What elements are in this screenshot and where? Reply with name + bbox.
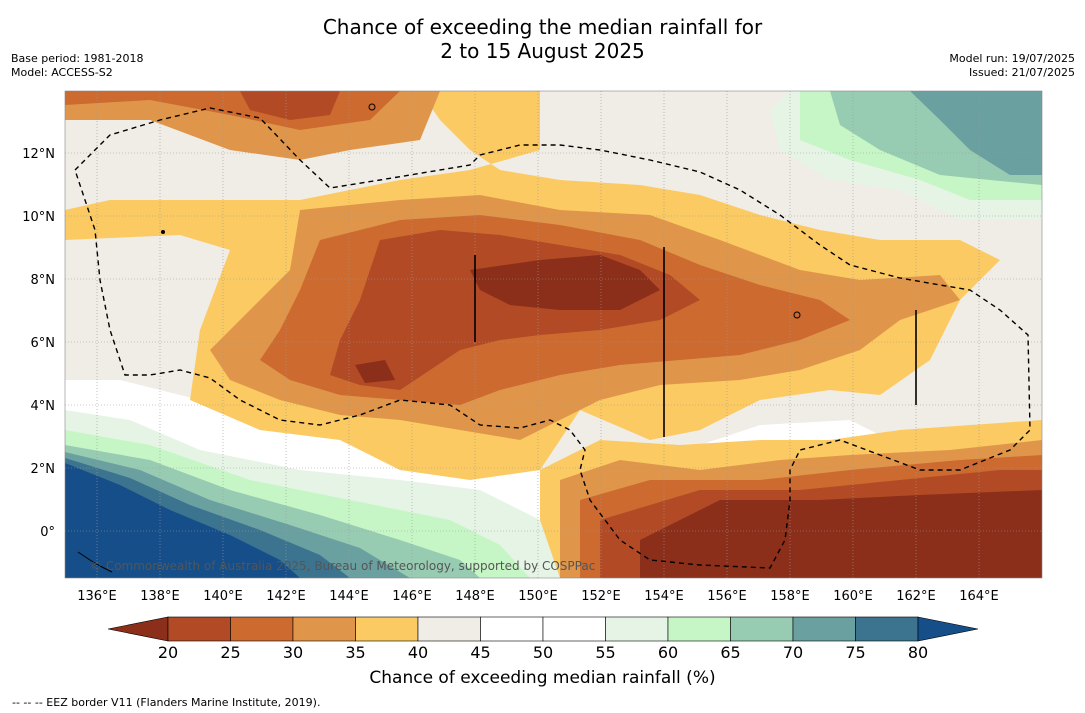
colorbar-tick: 30	[283, 643, 303, 662]
lon-label: 150°E	[518, 589, 558, 604]
lon-label: 142°E	[266, 589, 306, 604]
lon-label: 158°E	[770, 589, 810, 604]
lon-label: 156°E	[707, 589, 747, 604]
colorbar	[107, 616, 979, 642]
eez-footnote: -- -- -- EEZ border V11 (Flanders Marine…	[12, 696, 321, 709]
lat-label: 0°	[40, 525, 55, 540]
colorbar-labels: 20 25 30 35 40 45 50 55 60 65 70 75 80	[158, 643, 928, 662]
colorbar-extend-high	[917, 616, 979, 642]
copyright-text: © Commonwealth of Australia 2025, Bureau…	[90, 559, 595, 573]
colorbar-tick: 60	[658, 643, 678, 662]
lon-label: 148°E	[455, 589, 495, 604]
colorbar-swatch	[355, 616, 419, 642]
lon-label: 152°E	[581, 589, 621, 604]
lat-label: 12°N	[22, 147, 55, 162]
lon-label: 164°E	[959, 589, 999, 604]
colorbar-swatch	[792, 616, 856, 642]
eez-border	[74, 107, 1031, 569]
colorbar-swatch	[417, 616, 481, 642]
longitude-labels: 136°E 138°E 140°E 142°E 144°E 146°E 148°…	[77, 589, 999, 604]
colorbar-swatch	[855, 616, 919, 642]
colorbar-tick: 80	[908, 643, 928, 662]
model-run-label: Model run: 19/07/2025	[949, 52, 1075, 65]
lon-label: 136°E	[77, 589, 117, 604]
lon-label: 160°E	[833, 589, 873, 604]
lat-label: 6°N	[31, 336, 56, 351]
lat-label: 2°N	[31, 462, 56, 477]
lon-label: 154°E	[644, 589, 684, 604]
colorbar-tick: 45	[470, 643, 490, 662]
colorbar-swatch	[230, 616, 294, 642]
colorbar-swatch	[542, 616, 606, 642]
colorbar-swatch	[167, 616, 231, 642]
colorbar-tick: 75	[845, 643, 865, 662]
lon-label: 144°E	[329, 589, 369, 604]
colorbar-tick: 50	[533, 643, 553, 662]
map-field	[65, 91, 1042, 578]
lon-label: 146°E	[392, 589, 432, 604]
map-title-line1: Chance of exceeding the median rainfall …	[322, 15, 763, 39]
colorbar-tick: 35	[345, 643, 365, 662]
lat-label: 10°N	[22, 210, 55, 225]
colorbar-swatch	[667, 616, 731, 642]
colorbar-tick: 25	[220, 643, 240, 662]
colorbar-swatch	[730, 616, 794, 642]
model-label: Model: ACCESS-S2	[11, 66, 113, 79]
colorbar-swatch	[605, 616, 669, 642]
colorbar-tick: 65	[720, 643, 740, 662]
colorbar-title: Chance of exceeding median rainfall (%)	[369, 668, 716, 688]
colorbar-swatch	[292, 616, 356, 642]
latitude-labels: 12°N 10°N 8°N 6°N 4°N 2°N 0°	[22, 147, 55, 540]
lon-label: 162°E	[896, 589, 936, 604]
base-period-label: Base period: 1981-2018	[11, 52, 144, 65]
issued-label: Issued: 21/07/2025	[968, 66, 1075, 79]
graticule	[65, 91, 1042, 578]
colorbar-extend-low	[107, 616, 169, 642]
lon-label: 138°E	[140, 589, 180, 604]
colorbar-tick: 70	[783, 643, 803, 662]
colorbar-tick: 40	[408, 643, 428, 662]
colorbar-tick: 55	[595, 643, 615, 662]
map-title-line2: 2 to 15 August 2025	[440, 39, 645, 63]
colorbar-tick: 20	[158, 643, 178, 662]
colorbar-swatch	[480, 616, 544, 642]
lon-label: 140°E	[203, 589, 243, 604]
lat-label: 8°N	[31, 273, 56, 288]
lat-label: 4°N	[31, 399, 56, 414]
